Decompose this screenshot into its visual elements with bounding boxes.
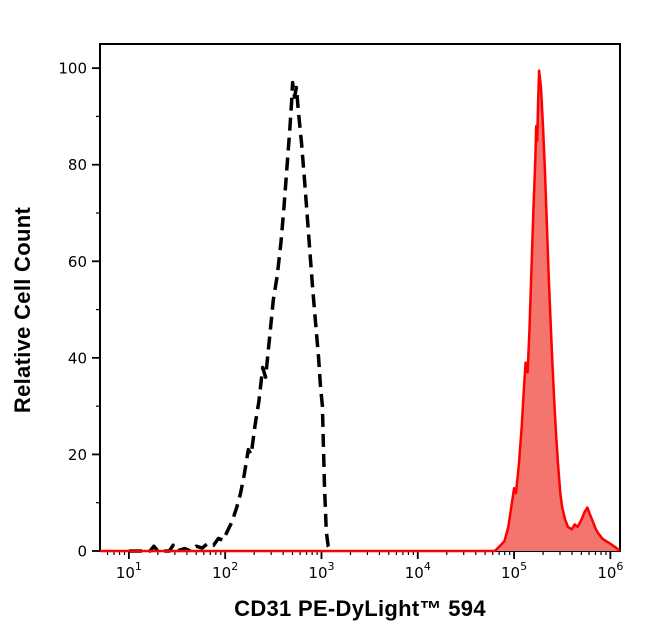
x-tick-label: 101 — [116, 560, 142, 582]
cd31-stained-fill — [100, 70, 620, 551]
x-tick-label: 104 — [405, 560, 431, 582]
x-tick-label: 105 — [501, 560, 527, 582]
y-tick-label: 100 — [58, 60, 87, 78]
x-tick-label: 102 — [212, 560, 238, 582]
cd31-stained-curve — [100, 69, 621, 553]
y-tick-label: 80 — [68, 156, 87, 174]
x-axis-title: CD31 PE-DyLight™ 594 — [234, 596, 486, 621]
y-tick-label: 60 — [68, 253, 87, 271]
y-tick-label: 40 — [68, 349, 87, 367]
x-tick-label: 106 — [597, 560, 623, 582]
y-tick-label: 0 — [77, 543, 87, 561]
plot-area: 101 102 103 104 105 106 0 20 40 60 80 100 — [58, 43, 623, 582]
y-tick-label: 20 — [68, 446, 87, 464]
x-tick-label: 103 — [308, 560, 334, 582]
unstained-control-curve — [128, 80, 333, 553]
y-axis-title: Relative Cell Count — [10, 207, 35, 414]
